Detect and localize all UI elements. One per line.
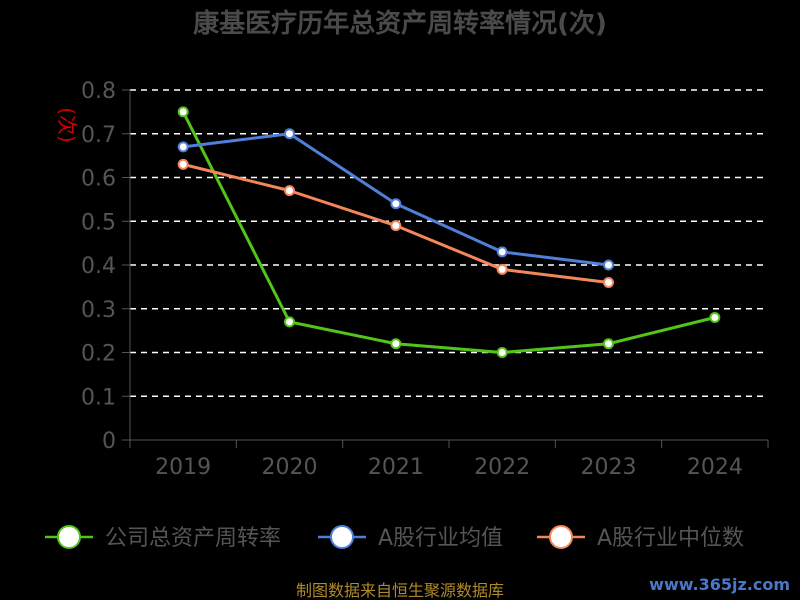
series-group	[177, 106, 721, 358]
y-tick-label-5: 0.5	[81, 210, 116, 235]
series-1-point-2019	[177, 141, 189, 153]
legend-marker-2	[549, 525, 573, 549]
series-0-point-2021	[390, 338, 402, 350]
series-2-point-2019	[177, 158, 189, 170]
series-line-0	[181, 111, 716, 354]
legend: 公司总资产周转率 A股行业均值 A股行业中位数	[45, 525, 744, 551]
watermark: www.365jz.com	[649, 575, 790, 594]
y-tick-label-2: 0.2	[81, 342, 116, 367]
series-1-point-2020	[284, 128, 295, 140]
series-1-point-2021	[390, 198, 402, 210]
series-0-point-2024	[709, 312, 721, 323]
y-tick-label-4: 0.4	[81, 254, 116, 279]
x-tick-label-2023: 2023	[581, 455, 637, 480]
legend-label-0: 公司总资产周转率	[105, 526, 281, 551]
y-tick-label-1: 0.1	[81, 385, 116, 410]
y-tick-label-6: 0.6	[81, 167, 116, 192]
series-0-point-2022	[496, 347, 508, 358]
series-2-point-2023	[603, 277, 614, 288]
x-tick-label-2021: 2021	[368, 455, 424, 480]
y-tick-label-3: 0.3	[81, 298, 116, 323]
series-2-point-2021	[390, 220, 402, 232]
series-2-point-2022	[496, 263, 508, 275]
y-tick-label-8: 0.8	[81, 79, 116, 104]
chart-title: 康基医疗历年总资产周转率情况(次)	[193, 8, 607, 39]
legend-marker-1	[330, 525, 354, 549]
legend-label-2: A股行业中位数	[597, 526, 744, 551]
x-tick-label-2020: 2020	[262, 455, 318, 480]
series-0-point-2020	[284, 316, 295, 328]
grid	[130, 89, 768, 397]
y-tick-label-7: 0.7	[81, 123, 116, 148]
y-axis-unit: (次)	[55, 107, 79, 143]
series-0-point-2023	[603, 338, 614, 350]
legend-label-1: A股行业均值	[378, 526, 503, 551]
x-tick-label-2022: 2022	[474, 455, 530, 480]
series-1-point-2022	[496, 246, 508, 258]
series-2-point-2020	[284, 185, 295, 197]
series-1-point-2023	[603, 259, 614, 271]
x-tick-label-2024: 2024	[687, 455, 743, 480]
source-note: 制图数据来自恒生聚源数据库	[296, 581, 504, 600]
y-tick-label-0: 0	[102, 429, 116, 454]
x-tick-label-2019: 2019	[155, 455, 211, 480]
axes: 0 0.1 0.2 0.3 0.4 0.5 0.6 0.7 0.8 2019 2020 2021 202…	[81, 79, 769, 480]
series-0-point-2019	[177, 106, 189, 118]
legend-marker-0	[57, 525, 81, 549]
